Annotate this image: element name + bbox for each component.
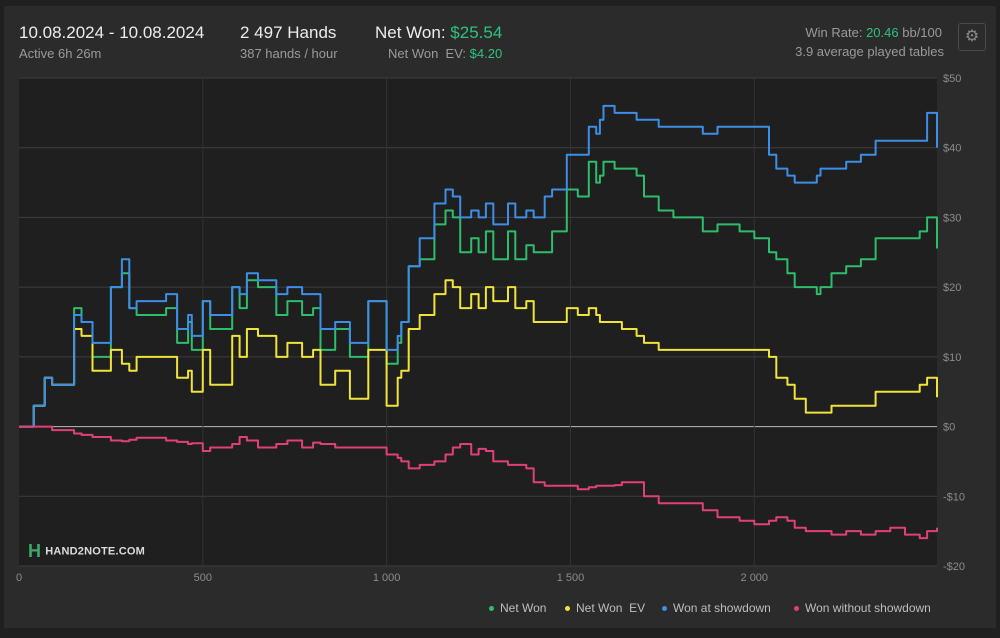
net-won-summary: Net Won: $25.54 xyxy=(375,23,502,43)
legend-item-won-at-showdown[interactable]: Won at showdown xyxy=(662,601,771,615)
net-won-ev-summary: Net Won EV: $4.20 xyxy=(388,46,502,61)
x-tick-label: 0 xyxy=(16,572,22,584)
net-won-ev-value: $4.20 xyxy=(469,46,503,61)
net-won-label: Net Won: xyxy=(375,23,446,42)
legend-dot-icon xyxy=(489,606,494,612)
plot-area xyxy=(19,78,937,566)
series-line-net-won-ev xyxy=(19,279,938,428)
legend-item-won-without-showdown[interactable]: Won without showdown xyxy=(794,601,931,615)
win-rate-label: Win Rate: xyxy=(805,25,863,40)
y-tick-label: $20 xyxy=(943,282,961,294)
net-won-ev-label: Net Won EV: xyxy=(388,46,467,61)
y-tick-label: $10 xyxy=(943,352,961,364)
legend-dot-icon xyxy=(794,606,799,612)
settings-button[interactable]: ⚙ xyxy=(958,23,986,51)
win-rate: Win Rate: 20.46 bb/100 xyxy=(805,25,942,40)
legend-item-net-won-ev[interactable]: Net Won EV xyxy=(565,601,645,615)
legend-dot-icon xyxy=(565,606,570,612)
x-tick-label: 1 000 xyxy=(373,572,401,584)
legend-label: Net Won xyxy=(500,601,547,615)
x-tick-label: 1 500 xyxy=(557,572,585,584)
avg-tables: 3.9 average played tables xyxy=(795,44,944,59)
y-tick-label: -$20 xyxy=(943,561,965,573)
hand2note-logo: H HAND2NOTE.COM xyxy=(28,541,145,562)
net-won-value: $25.54 xyxy=(450,23,503,42)
y-tick-label: $0 xyxy=(943,422,955,434)
y-tick-label: $40 xyxy=(943,143,961,155)
legend-item-net-won[interactable]: Net Won xyxy=(489,601,546,615)
y-tick-label: $50 xyxy=(943,73,961,85)
hand2note-logo-icon: H xyxy=(28,541,42,561)
series-line-won-at-showdown xyxy=(19,104,938,428)
legend-label: Won without showdown xyxy=(805,601,931,615)
y-tick-label: $30 xyxy=(943,212,961,224)
hands-per-hour: 387 hands / hour xyxy=(240,46,338,61)
series-line-won-without-showdown xyxy=(19,425,938,540)
x-tick-label: 500 xyxy=(194,572,212,584)
date-range: 10.08.2024 - 10.08.2024 xyxy=(19,23,205,42)
gear-icon: ⚙ xyxy=(964,28,980,45)
legend-dot-icon xyxy=(662,606,667,612)
logo-text: HAND2NOTE.COM xyxy=(45,545,145,558)
hands-count: 2 497 Hands xyxy=(240,23,337,42)
x-tick-label: 2 000 xyxy=(741,572,769,584)
win-rate-unit: bb/100 xyxy=(902,25,942,40)
y-tick-label: -$10 xyxy=(943,491,965,503)
win-rate-value: 20.46 xyxy=(866,25,899,40)
active-time: Active 6h 26m xyxy=(19,46,102,61)
legend-label: Won at showdown xyxy=(673,601,771,615)
legend-label: Net Won EV xyxy=(576,601,646,615)
